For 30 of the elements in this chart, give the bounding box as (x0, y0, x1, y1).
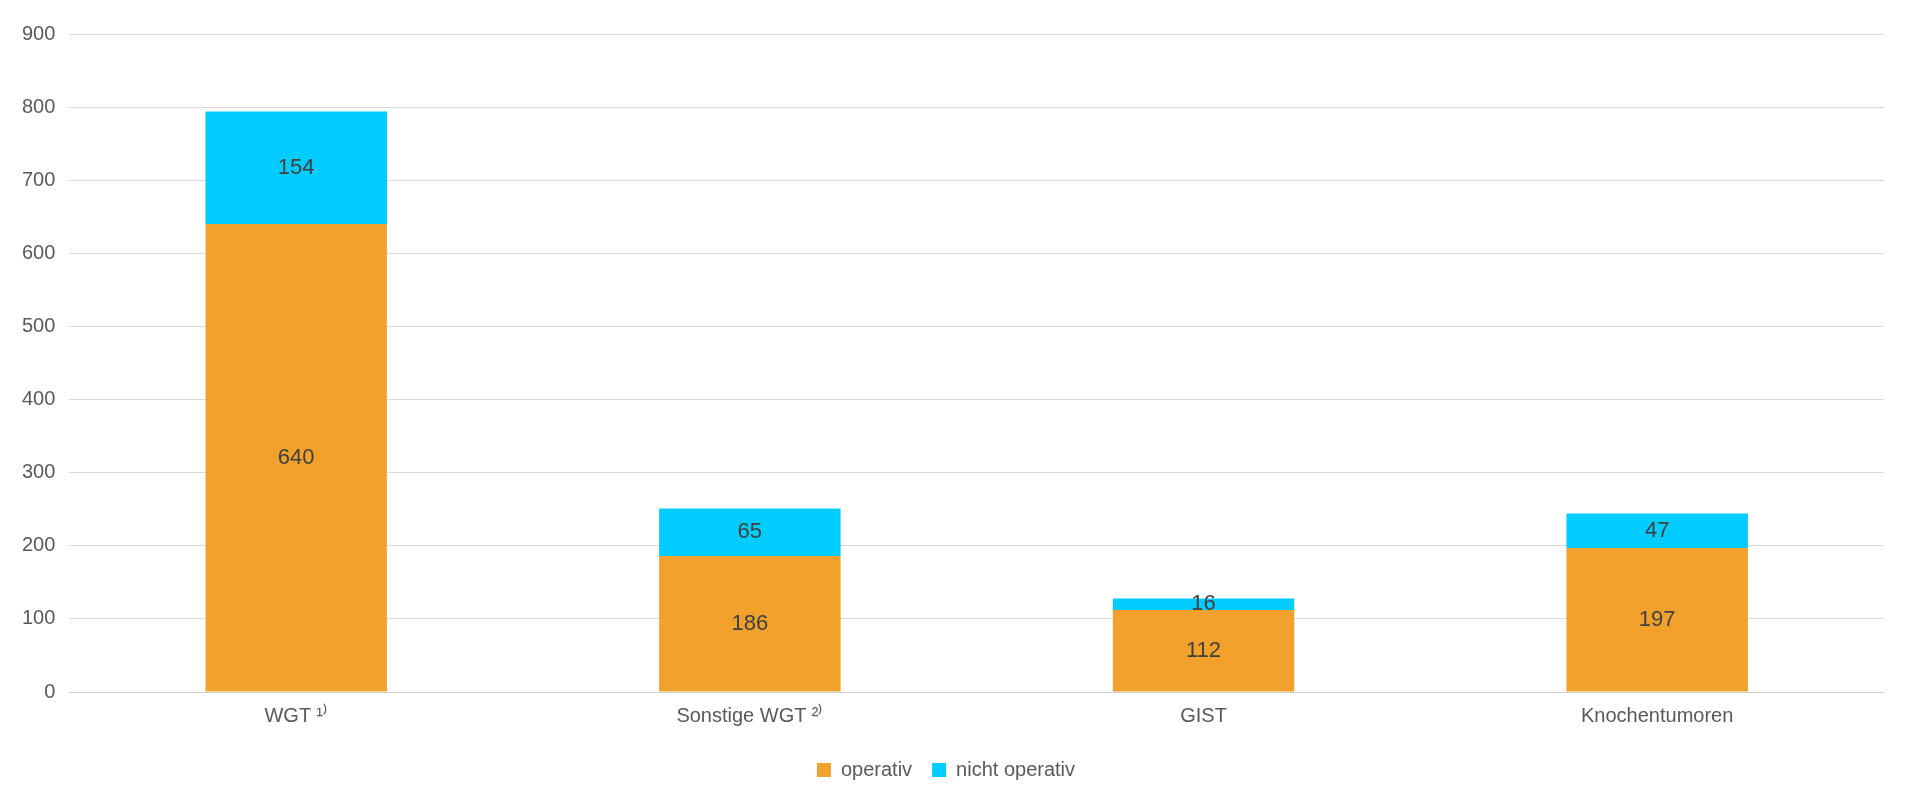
bar (205, 224, 387, 692)
y-tick-label: 200 (21, 533, 56, 556)
data-label: 186 (731, 609, 769, 635)
x-tick-label: Knochentumoren (1581, 703, 1734, 726)
bar (1566, 547, 1748, 692)
y-tick-label: 900 (21, 21, 56, 44)
x-tick-label: WGT ¹⁾ (264, 702, 328, 726)
x-tick-label: GIST (1180, 703, 1227, 726)
y-tick-label: 0 (44, 679, 56, 702)
y-tick-label: 400 (21, 387, 56, 410)
legend-label: nicht operativ (956, 757, 1076, 780)
y-tick-label: 300 (21, 460, 56, 483)
bar (1566, 513, 1748, 548)
bar (1112, 610, 1295, 692)
bar (659, 556, 841, 692)
data-label: 65 (737, 518, 763, 544)
data-label: 154 (277, 153, 315, 179)
bar (659, 508, 841, 557)
data-label: 112 (1185, 636, 1222, 662)
data-label: 197 (1638, 605, 1676, 631)
y-tick-label: 500 (21, 313, 56, 336)
x-tick-label: Sonstige WGT ²⁾ (676, 702, 824, 726)
y-tick-label: 100 (21, 606, 56, 629)
data-label: 640 (277, 443, 315, 469)
bar (205, 111, 387, 225)
legend-label: operativ (840, 757, 913, 780)
y-tick-label: 700 (21, 167, 56, 190)
y-tick-label: 600 (21, 240, 56, 263)
y-tick-label: 800 (21, 94, 56, 117)
data-label: 47 (1644, 516, 1670, 542)
